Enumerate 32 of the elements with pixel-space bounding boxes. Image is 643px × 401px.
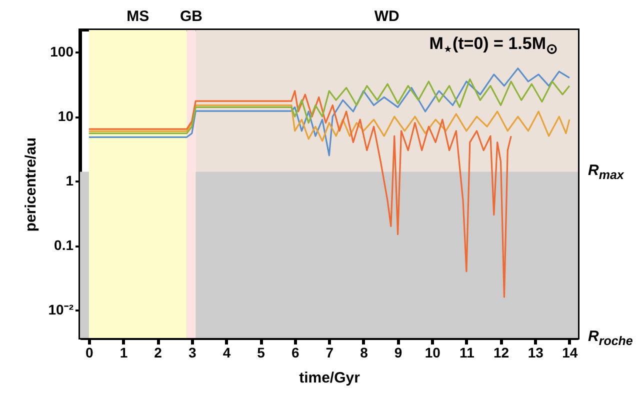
x-tick-label: 9	[394, 344, 402, 360]
x-tick-label: 11	[460, 344, 475, 360]
y-axis-title: pericentre/au	[22, 137, 40, 232]
line-series	[88, 90, 512, 298]
x-tick-label: 8	[360, 344, 368, 360]
x-tick-label: 2	[154, 344, 162, 360]
x-tick-label: 7	[326, 344, 334, 360]
y-tick-label: 10⁻²	[48, 302, 74, 318]
x-tick-label: 4	[222, 344, 231, 360]
x-tick-label: 1	[120, 344, 128, 360]
band-label: MS	[126, 8, 150, 25]
annotation: M$_{⋆}$(t=0) = 1.5M$_{⊙}$	[429, 34, 558, 58]
line-series	[88, 78, 570, 134]
band-label: WD	[374, 8, 400, 25]
annotation: R$_{roche}$	[588, 328, 633, 348]
y-tick-label: 0.1	[54, 237, 74, 254]
x-tick-label: 6	[291, 344, 300, 360]
x-tick-label: 5	[257, 344, 266, 360]
y-tick-label: 1	[66, 172, 74, 189]
line-series	[88, 104, 570, 142]
x-tick-label: 0	[86, 344, 94, 360]
y-tick-label: 100	[50, 44, 74, 60]
x-tick-label: 13	[528, 344, 544, 360]
x-tick-label: 14	[562, 344, 578, 360]
y-tick-label: 10	[58, 108, 74, 124]
annotation: R$_{max}$	[588, 162, 624, 182]
x-tick-label: 12	[493, 344, 510, 360]
line-series	[88, 68, 570, 156]
x-tick-label: 3	[188, 344, 196, 360]
x-tick-label: 10	[424, 344, 441, 360]
x-axis-title: time/Gyr	[299, 370, 360, 386]
band-label: GB	[180, 8, 203, 25]
